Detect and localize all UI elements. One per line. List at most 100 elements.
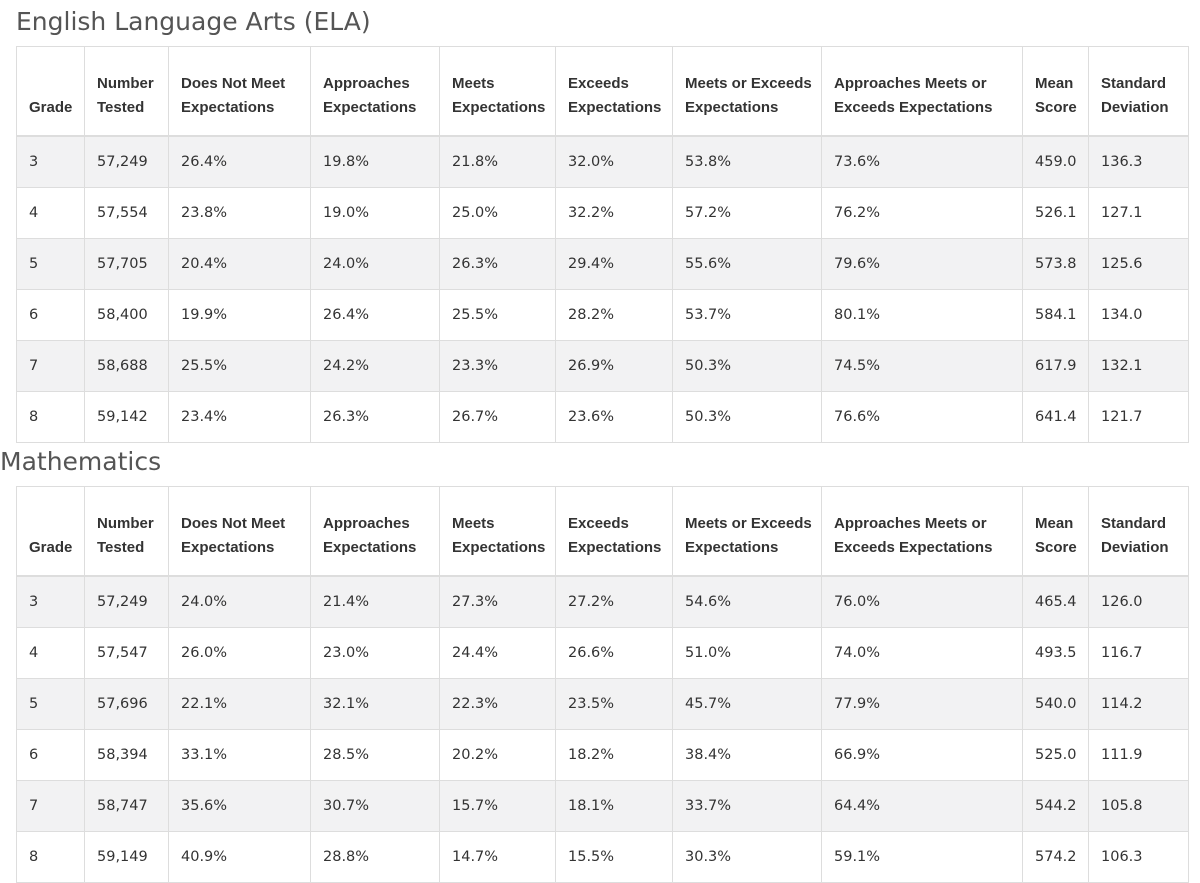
cell-does-not-meet: 23.8% (168, 187, 311, 239)
column-header-grade: Grade (16, 486, 85, 577)
cell-exceeds: 15.5% (555, 831, 673, 883)
column-header-line: Expectations (181, 539, 275, 556)
cell-exceeds: 23.5% (555, 678, 673, 730)
column-header-line: Exceeds Expectations (834, 99, 993, 116)
table-row: 8 59,149 40.9% 28.8% 14.7% 15.5% 30.3% 59.1% 574… (16, 831, 1189, 883)
cell-does-not-meet: 35.6% (168, 780, 311, 832)
cell-number-tested: 57,249 (84, 135, 169, 188)
cell-meets: 24.4% (439, 627, 556, 679)
cell-meets: 23.3% (439, 340, 556, 392)
column-header-approaches-meets-or-exceeds: Approaches Meets or Exceeds Expectations (821, 46, 1023, 137)
cell-standard-deviation: 114.2 (1088, 678, 1189, 730)
cell-does-not-meet: 19.9% (168, 289, 311, 341)
column-header-line: Expectations (685, 99, 779, 116)
cell-meets-or-exceeds: 50.3% (672, 340, 822, 392)
cell-approaches: 26.3% (310, 391, 440, 443)
ela-section-title: English Language Arts (ELA) (16, 7, 371, 36)
table-row: 5 57,705 20.4% 24.0% 26.3% 29.4% 55.6% 79.6% 573… (16, 238, 1189, 290)
cell-approaches: 28.5% (310, 729, 440, 781)
cell-standard-deviation: 121.7 (1088, 391, 1189, 443)
cell-exceeds: 26.9% (555, 340, 673, 392)
cell-number-tested: 59,149 (84, 831, 169, 883)
column-header-line: Expectations (181, 99, 275, 116)
cell-grade: 8 (16, 831, 85, 883)
cell-standard-deviation: 136.3 (1088, 135, 1189, 188)
column-header-line: Mean (1035, 75, 1074, 92)
cell-grade: 3 (16, 135, 85, 188)
column-header-line: Meets (452, 515, 495, 532)
cell-exceeds: 29.4% (555, 238, 673, 290)
cell-mean-score: 525.0 (1022, 729, 1089, 781)
cell-approaches: 24.0% (310, 238, 440, 290)
cell-standard-deviation: 127.1 (1088, 187, 1189, 239)
column-header-approaches: Approaches Expectations (310, 486, 440, 577)
column-header-number-tested: Number Tested (84, 486, 169, 577)
cell-mean-score: 540.0 (1022, 678, 1089, 730)
column-header-standard-deviation: Standard Deviation (1088, 46, 1189, 137)
cell-meets: 27.3% (439, 575, 556, 628)
cell-approaches-meets-or-exceeds: 59.1% (821, 831, 1023, 883)
cell-standard-deviation: 132.1 (1088, 340, 1189, 392)
cell-number-tested: 57,696 (84, 678, 169, 730)
cell-exceeds: 32.0% (555, 135, 673, 188)
cell-mean-score: 544.2 (1022, 780, 1089, 832)
cell-mean-score: 641.4 (1022, 391, 1089, 443)
cell-grade: 7 (16, 780, 85, 832)
column-header-exceeds: Exceeds Expectations (555, 486, 673, 577)
cell-meets-or-exceeds: 45.7% (672, 678, 822, 730)
cell-grade: 3 (16, 575, 85, 628)
column-header-line: Grade (29, 99, 73, 116)
cell-standard-deviation: 134.0 (1088, 289, 1189, 341)
column-header-line: Expectations (452, 99, 546, 116)
column-header-line: Score (1035, 539, 1077, 556)
column-header-line: Exceeds (568, 75, 629, 92)
header-row: Grade Number Tested Does Not Meet Expectatio… (16, 486, 1189, 577)
cell-does-not-meet: 33.1% (168, 729, 311, 781)
cell-exceeds: 23.6% (555, 391, 673, 443)
column-header-does-not-meet: Does Not Meet Expectations (168, 46, 311, 137)
cell-approaches-meets-or-exceeds: 73.6% (821, 135, 1023, 188)
cell-exceeds: 18.2% (555, 729, 673, 781)
table-row: 7 58,747 35.6% 30.7% 15.7% 18.1% 33.7% 64.4% 544… (16, 780, 1189, 832)
column-header-line: Does Not Meet (181, 515, 286, 532)
cell-mean-score: 573.8 (1022, 238, 1089, 290)
column-header-line: Expectations (323, 99, 417, 116)
cell-exceeds: 32.2% (555, 187, 673, 239)
cell-meets: 25.5% (439, 289, 556, 341)
column-header-line: Expectations (568, 99, 662, 116)
cell-approaches: 19.8% (310, 135, 440, 188)
cell-does-not-meet: 23.4% (168, 391, 311, 443)
table-row: 6 58,394 33.1% 28.5% 20.2% 18.2% 38.4% 66.9% 525… (16, 729, 1189, 781)
cell-approaches: 28.8% (310, 831, 440, 883)
cell-meets: 26.7% (439, 391, 556, 443)
cell-approaches-meets-or-exceeds: 74.0% (821, 627, 1023, 679)
cell-approaches: 19.0% (310, 187, 440, 239)
column-header-does-not-meet: Does Not Meet Expectations (168, 486, 311, 577)
column-header-number-tested: Number Tested (84, 46, 169, 137)
column-header-line: Expectations (568, 539, 662, 556)
cell-approaches: 26.4% (310, 289, 440, 341)
table-row: 4 57,547 26.0% 23.0% 24.4% 26.6% 51.0% 74.0% 493… (16, 627, 1189, 679)
column-header-line: Approaches (323, 515, 410, 532)
column-header-line: Approaches (323, 75, 410, 92)
cell-mean-score: 574.2 (1022, 831, 1089, 883)
cell-does-not-meet: 20.4% (168, 238, 311, 290)
cell-approaches-meets-or-exceeds: 80.1% (821, 289, 1023, 341)
cell-does-not-meet: 26.4% (168, 135, 311, 188)
column-header-mean-score: Mean Score (1022, 46, 1089, 137)
table-row: 3 57,249 24.0% 21.4% 27.3% 27.2% 54.6% 76.0% 465… (16, 575, 1189, 628)
cell-does-not-meet: 22.1% (168, 678, 311, 730)
cell-approaches-meets-or-exceeds: 64.4% (821, 780, 1023, 832)
cell-exceeds: 27.2% (555, 575, 673, 628)
column-header-line: Deviation (1101, 539, 1169, 556)
column-header-line: Standard (1101, 515, 1167, 532)
cell-approaches-meets-or-exceeds: 74.5% (821, 340, 1023, 392)
column-header-meets-or-exceeds: Meets or Exceeds Expectations (672, 46, 822, 137)
cell-grade: 4 (16, 627, 85, 679)
table-row: 7 58,688 25.5% 24.2% 23.3% 26.9% 50.3% 74.5% 617… (16, 340, 1189, 392)
column-header-line: Approaches Meets or (834, 515, 987, 532)
cell-meets: 21.8% (439, 135, 556, 188)
column-header-meets-or-exceeds: Meets or Exceeds Expectations (672, 486, 822, 577)
cell-does-not-meet: 24.0% (168, 575, 311, 628)
cell-meets-or-exceeds: 53.8% (672, 135, 822, 188)
